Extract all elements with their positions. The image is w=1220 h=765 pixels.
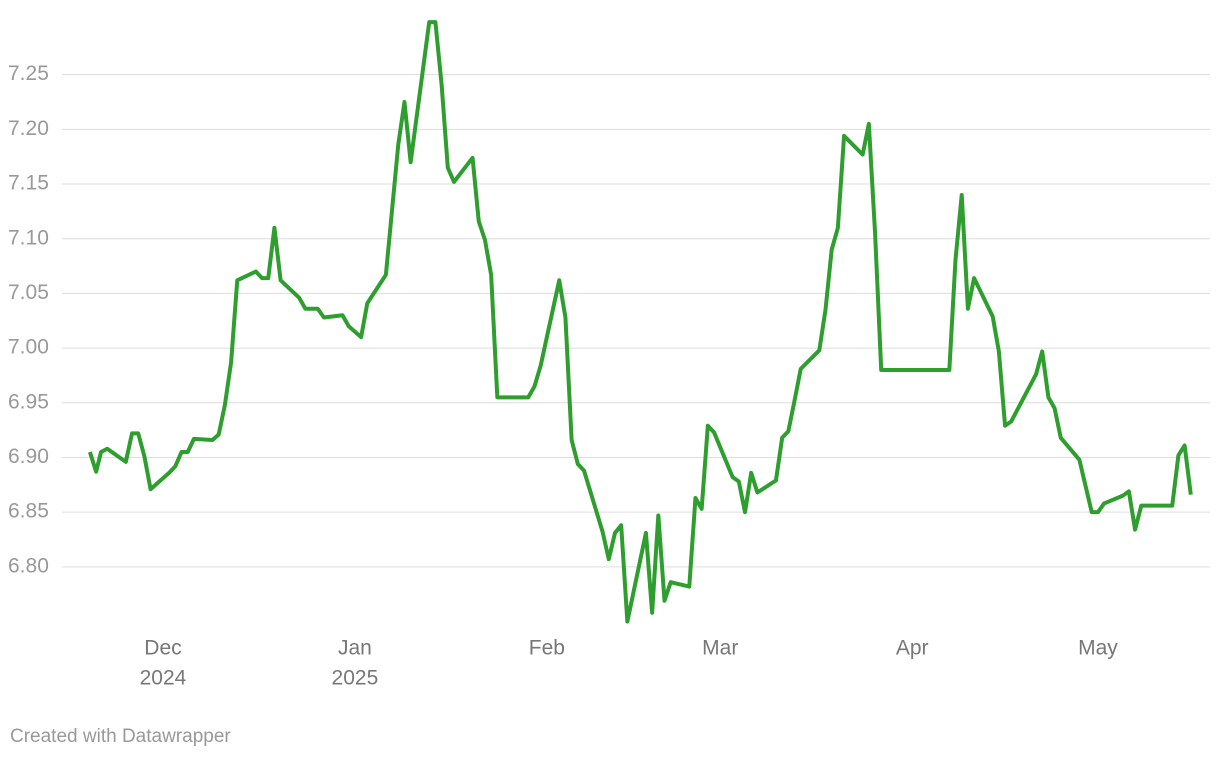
x-tick-label: May [1078,637,1118,660]
x-tick-label: 2024 [140,667,187,690]
y-tick-label: 6.90 [8,445,49,468]
y-tick-label: 7.10 [8,226,49,249]
x-tick-label: Jan [338,637,372,660]
y-tick-label: 6.95 [8,390,49,413]
footer: Created with Datawrapper [10,726,231,747]
y-tick-label: 7.00 [8,336,49,359]
x-tick-label: Dec [144,637,181,660]
y-tick-label: 6.85 [8,500,49,523]
y-tick-label: 7.20 [8,117,49,140]
y-tick-label: 6.80 [8,554,49,577]
line [87,20,1193,624]
y-tick-label: 7.05 [8,281,49,304]
x-tick-label: Apr [896,637,929,660]
x-tick-label: Mar [702,637,738,660]
y-tick-label: 7.15 [8,172,49,195]
x-tick-label: 2025 [332,667,379,690]
x-tick-label: Feb [529,637,565,660]
y-tick-label: 7.25 [8,62,49,85]
